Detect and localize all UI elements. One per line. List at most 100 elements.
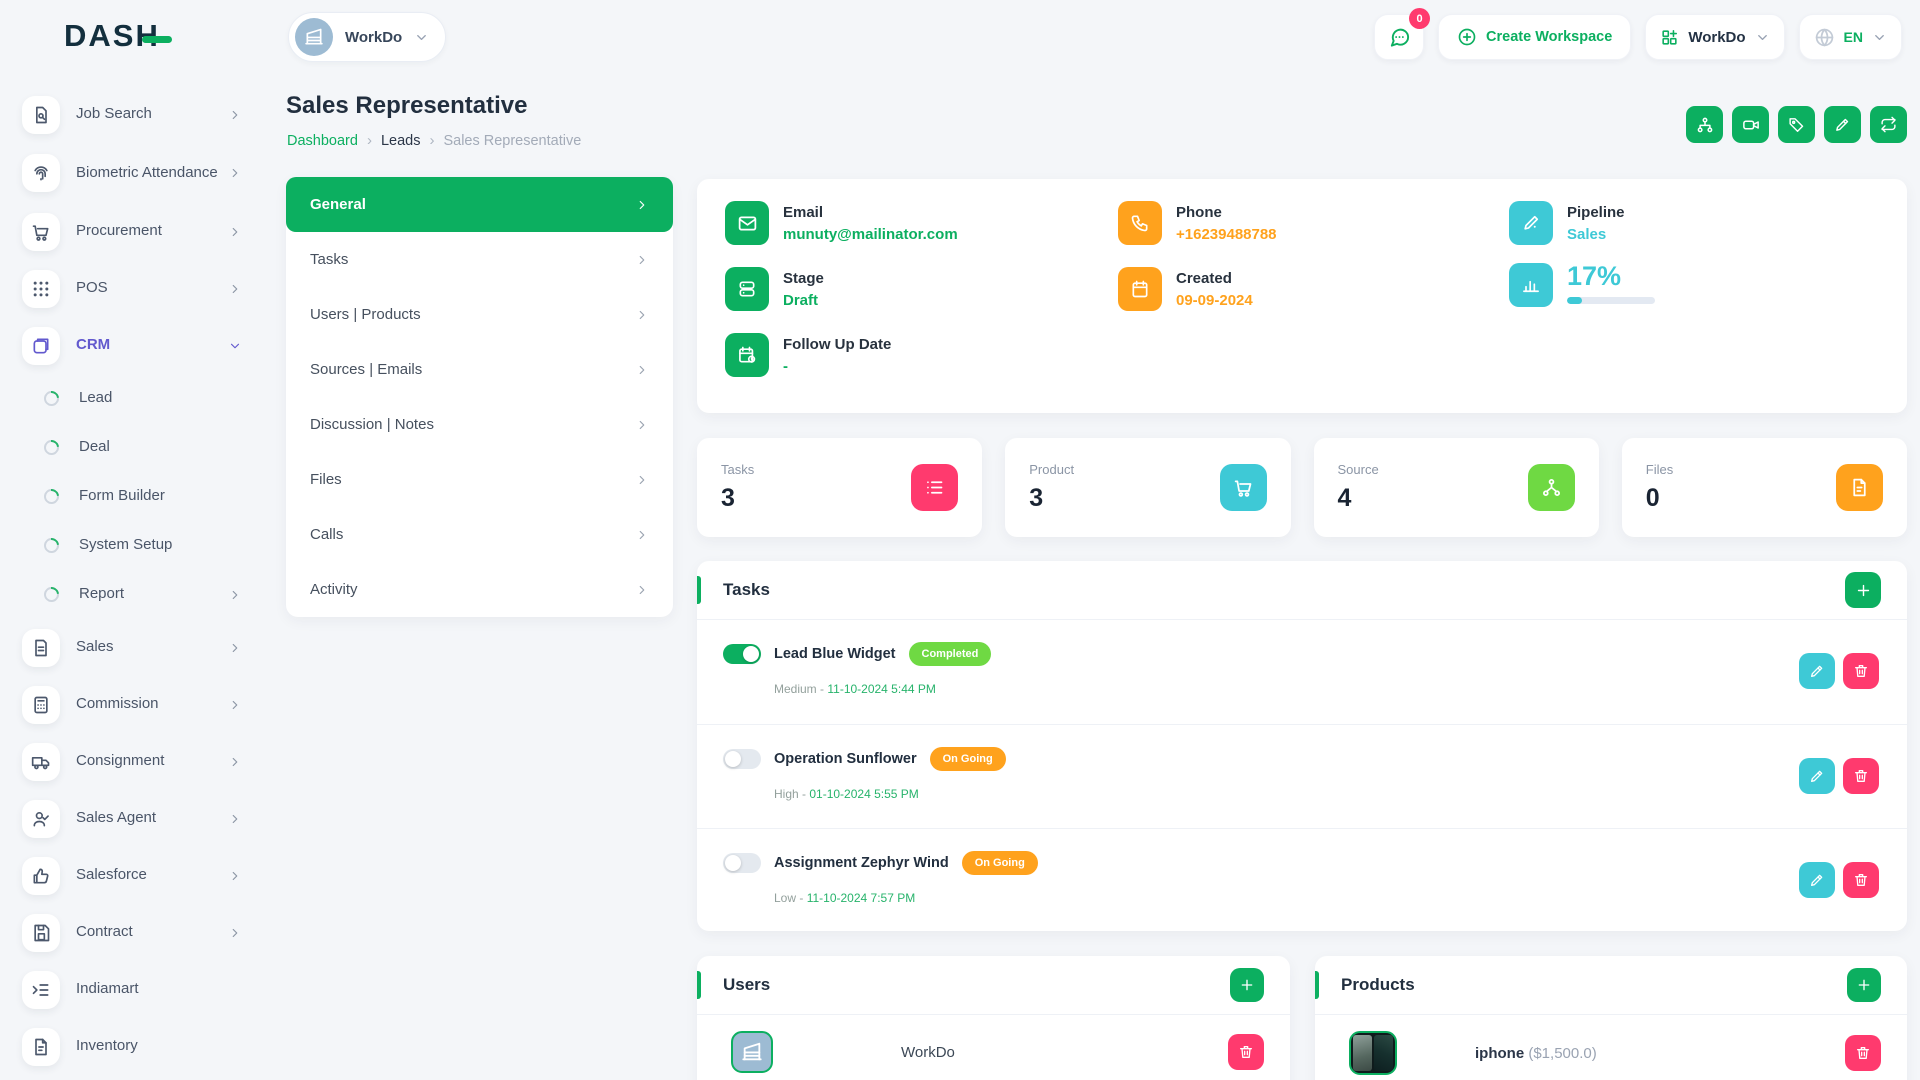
chevron-right-icon <box>635 473 649 487</box>
meeting-video-button[interactable] <box>1732 106 1769 143</box>
task-row: Operation Sunflower On Going High - 01-1… <box>697 724 1907 828</box>
pen-icon <box>1509 201 1553 245</box>
menu-item-general[interactable]: General <box>286 177 673 232</box>
add-user-button[interactable] <box>1230 968 1264 1002</box>
task-name: Lead Blue Widget <box>774 646 896 662</box>
field-progress: 17% <box>1509 263 1655 307</box>
trash-icon <box>1238 1044 1254 1060</box>
chevron-right-icon <box>635 253 649 267</box>
toggle-knob <box>743 646 759 662</box>
sidebar-item-deal[interactable]: Deal <box>0 423 260 472</box>
task-complete-toggle[interactable] <box>723 853 761 873</box>
field-label: Created <box>1176 270 1232 287</box>
mail-icon <box>725 201 769 245</box>
menu-item-sources-emails[interactable]: Sources | Emails <box>286 342 673 397</box>
sidebar-item-procurement[interactable]: Procurement <box>0 203 260 260</box>
dot-circle-icon <box>40 583 63 606</box>
menu-item-users-products[interactable]: Users | Products <box>286 287 673 342</box>
sidebar-item-label: Form Builder <box>79 487 165 505</box>
indent-list-icon <box>22 970 60 1009</box>
stat-value: 4 <box>1337 484 1352 512</box>
sidebar-item-form-builder[interactable]: Form Builder <box>0 472 260 521</box>
sidebar-item-indiamart[interactable]: Indiamart <box>0 961 260 1018</box>
sitemap-button[interactable] <box>1686 106 1723 143</box>
breadcrumb-leads-link[interactable]: Leads <box>380 132 421 149</box>
task-status-badge: Completed <box>908 642 992 666</box>
stat-label: Files <box>1645 462 1674 477</box>
sidebar-item-commission[interactable]: Commission <box>0 676 260 733</box>
chevron-right-icon <box>228 926 242 940</box>
edit-lead-button[interactable] <box>1824 106 1861 143</box>
edit-task-button[interactable] <box>1799 653 1835 689</box>
delete-task-button[interactable] <box>1843 653 1879 689</box>
brand-logo[interactable]: DASH <box>64 18 172 54</box>
menu-item-files[interactable]: Files <box>286 452 673 507</box>
add-product-button[interactable] <box>1847 968 1881 1002</box>
delete-product-button[interactable] <box>1845 1035 1881 1071</box>
chevron-right-icon <box>228 869 242 883</box>
sidebar-item-report[interactable]: Report <box>0 570 260 619</box>
sidebar-item-pos[interactable]: POS <box>0 260 260 317</box>
menu-item-label: Users | Products <box>310 306 421 323</box>
labels-button[interactable] <box>1778 106 1815 143</box>
breadcrumb-dashboard-link[interactable]: Dashboard <box>287 132 358 149</box>
tasks-panel-header: Tasks <box>697 561 1907 620</box>
edit-task-button[interactable] <box>1799 862 1835 898</box>
sidebar-item-job-search[interactable]: Job Search <box>0 86 260 143</box>
delete-task-button[interactable] <box>1843 862 1879 898</box>
save-disk-icon <box>22 913 60 952</box>
grid-dots-icon <box>22 269 60 308</box>
menu-item-calls[interactable]: Calls <box>286 507 673 562</box>
add-task-button[interactable] <box>1845 572 1881 608</box>
chevron-right-icon <box>635 198 649 212</box>
sidebar-item-lead[interactable]: Lead <box>0 374 260 423</box>
field-value: - <box>783 358 788 375</box>
stat-card-source: Source 4 <box>1313 438 1599 537</box>
delete-user-button[interactable] <box>1228 1034 1264 1070</box>
account-menu[interactable]: WorkDo <box>1645 14 1785 60</box>
file-text-icon <box>22 628 60 667</box>
menu-item-activity[interactable]: Activity <box>286 562 673 617</box>
task-priority: High - <box>774 787 807 801</box>
stat-card-product: Product 3 <box>1005 438 1291 537</box>
create-workspace-button[interactable]: Create Workspace <box>1438 14 1632 60</box>
dot-circle-icon <box>40 534 63 557</box>
grid-plus-icon <box>1660 28 1679 47</box>
sidebar-item-system-setup[interactable]: System Setup <box>0 521 260 570</box>
menu-item-label: Activity <box>310 581 358 598</box>
task-complete-toggle[interactable] <box>723 644 761 664</box>
field-value: Sales <box>1567 226 1607 243</box>
chevron-right-icon <box>228 641 242 655</box>
users-panel-title: Users <box>723 975 771 994</box>
sidebar-item-contract[interactable]: Contract <box>0 904 260 961</box>
delete-task-button[interactable] <box>1843 758 1879 794</box>
menu-item-discussion-notes[interactable]: Discussion | Notes <box>286 397 673 452</box>
sidebar-item-label: Report <box>79 585 125 603</box>
workspace-switcher[interactable]: WorkDo <box>288 12 447 62</box>
document-search-icon <box>22 95 60 134</box>
chevron-down-icon <box>228 339 242 353</box>
messages-button[interactable]: 0 <box>1374 8 1431 60</box>
field-label: Phone <box>1176 204 1222 221</box>
convert-lead-button[interactable] <box>1870 106 1907 143</box>
sidebar-item-label: Lead <box>79 389 113 407</box>
menu-item-label: Files <box>310 471 342 488</box>
menu-item-tasks[interactable]: Tasks <box>286 232 673 287</box>
task-name: Operation Sunflower <box>774 751 917 767</box>
sidebar-item-sales-agent[interactable]: Sales Agent <box>0 790 260 847</box>
sidebar-item-sales[interactable]: Sales <box>0 619 260 676</box>
edit-task-button[interactable] <box>1799 758 1835 794</box>
page-title: Sales Representative <box>286 92 528 119</box>
sidebar-item-inventory[interactable]: Inventory <box>0 1018 260 1075</box>
language-menu[interactable]: EN <box>1798 14 1902 60</box>
lead-general-info: Email munuty@mailinator.com Phone +16239… <box>697 179 1907 413</box>
sidebar-item-crm[interactable]: CRM <box>0 317 260 374</box>
sidebar-nav: Job Search Biometric Attendance Procurem… <box>0 74 260 1080</box>
sidebar-item-salesforce[interactable]: Salesforce <box>0 847 260 904</box>
sidebar-item-biometric-attendance[interactable]: Biometric Attendance <box>0 143 260 203</box>
sidebar-item-consignment[interactable]: Consignment <box>0 733 260 790</box>
video-camera-icon <box>1742 116 1760 134</box>
task-complete-toggle[interactable] <box>723 749 761 769</box>
language-code: EN <box>1843 29 1863 45</box>
field-pipeline: Pipeline Sales <box>1509 201 1625 245</box>
